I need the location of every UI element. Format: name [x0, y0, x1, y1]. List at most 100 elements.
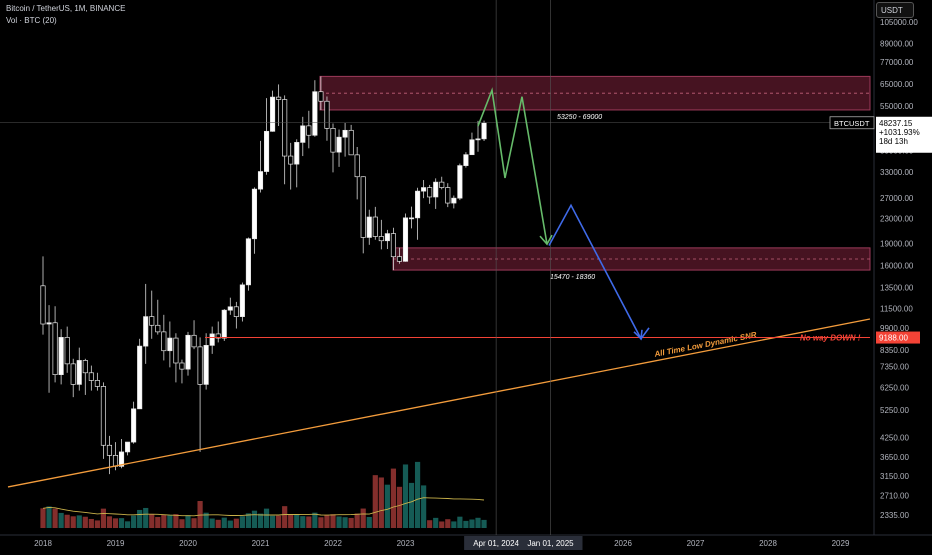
candle-body — [408, 217, 415, 220]
candle-body — [294, 142, 300, 165]
candle-body — [215, 333, 221, 339]
volume-bar — [100, 508, 107, 528]
volume-bar — [390, 468, 397, 528]
volume-bar — [348, 517, 354, 528]
price-tick-label: 33000.00 — [880, 168, 914, 177]
price-tick-label: 6250.00 — [880, 383, 909, 392]
volume-bar — [294, 514, 300, 528]
symbol-tag-box — [829, 116, 875, 130]
volume-bar — [402, 464, 409, 528]
candle-body — [46, 322, 52, 325]
last-price-change: +1031.93% — [879, 128, 920, 137]
price-tick-label: 16000.00 — [880, 262, 914, 271]
candle-body — [433, 181, 439, 198]
candle-body — [257, 171, 264, 190]
candle-body — [100, 386, 106, 446]
candle-body — [390, 233, 396, 258]
volume-bar — [342, 517, 348, 528]
candle-body — [354, 154, 360, 178]
volume-bar — [118, 518, 125, 528]
price-tick-label: 77000.00 — [880, 58, 914, 67]
time-tick-label: 2019 — [107, 539, 125, 548]
candle-body — [143, 316, 149, 347]
symbol-tag: BTCUSDT — [834, 119, 870, 128]
volume-bar — [149, 514, 155, 528]
volume-bar — [82, 516, 88, 528]
volume-bar — [354, 513, 360, 528]
volume-bar — [366, 516, 372, 528]
volume-bar — [227, 520, 233, 528]
volume-bar — [336, 516, 342, 528]
candle-body — [481, 122, 487, 140]
volume-bar — [288, 514, 294, 528]
candle-body — [421, 187, 427, 192]
price-tick-label: 8350.00 — [880, 346, 909, 355]
candle-body — [179, 362, 185, 370]
candle-body — [209, 333, 215, 346]
candle-body — [263, 130, 270, 172]
candle-body — [137, 345, 143, 410]
candle-body — [64, 337, 70, 365]
candle-body — [270, 96, 276, 132]
candle-body — [451, 197, 457, 204]
candle-body — [439, 181, 445, 188]
zone-label: 15470 - 18360 — [550, 274, 595, 281]
grid-layer — [0, 0, 932, 536]
volume-bar — [137, 509, 143, 528]
volume-bar — [106, 516, 113, 528]
volume-bar — [155, 517, 161, 528]
candle-body — [251, 188, 258, 240]
candle-body — [445, 187, 451, 204]
candle-body — [239, 284, 245, 317]
volume-bar — [251, 510, 258, 528]
volume-bar — [233, 518, 239, 528]
volume-bar — [282, 506, 288, 528]
volume-bar — [143, 507, 149, 528]
volume-bar — [203, 512, 209, 528]
volume-bar — [457, 516, 463, 528]
no-way-down-label: No way DOWN ! — [800, 334, 861, 343]
volume-bar — [475, 517, 481, 528]
candle-body — [131, 408, 137, 443]
volume-bar — [312, 512, 318, 528]
candle-body — [155, 324, 161, 333]
volume-layer — [40, 461, 487, 528]
volume-bar — [433, 517, 439, 528]
volume-bar — [324, 515, 330, 528]
price-tick-label: 65000.00 — [880, 80, 914, 89]
volume-bar — [396, 486, 403, 528]
volume-bar — [360, 508, 366, 528]
candle-body — [161, 331, 167, 352]
candle-body — [318, 91, 324, 102]
volume-bar — [445, 519, 451, 528]
price-tick-label: 3150.00 — [880, 472, 909, 481]
candle-body — [221, 309, 227, 339]
volume-bar — [40, 508, 46, 528]
volume-bar — [58, 512, 64, 528]
price-tick-label: 13500.00 — [880, 284, 914, 293]
candle-body — [52, 322, 58, 375]
volume-bar — [481, 519, 487, 528]
last-price-countdown: 18d 13h — [879, 137, 908, 146]
candle-body — [191, 334, 197, 348]
candle-body — [245, 238, 251, 286]
volume-bar — [439, 521, 445, 528]
price-tick-label: 5250.00 — [880, 406, 909, 415]
price-tick-label: 55000.00 — [880, 102, 914, 111]
last-price-label: 48237.15 — [879, 119, 913, 128]
trendline — [7, 318, 871, 488]
time-tick-label: 2028 — [759, 539, 777, 548]
price-tick-label: 11500.00 — [880, 304, 913, 313]
time-tick-label: 2023 — [397, 539, 415, 548]
candle-body — [360, 176, 366, 238]
currency-button[interactable]: USDT — [876, 2, 914, 18]
volume-bar — [427, 520, 433, 528]
volume-bar — [408, 482, 415, 528]
volume-bar — [300, 516, 306, 528]
candle-body — [288, 155, 294, 165]
volume-bar — [469, 519, 475, 528]
volume-bar — [306, 516, 312, 528]
volume-bar — [88, 518, 94, 528]
volume-bar — [245, 513, 252, 528]
